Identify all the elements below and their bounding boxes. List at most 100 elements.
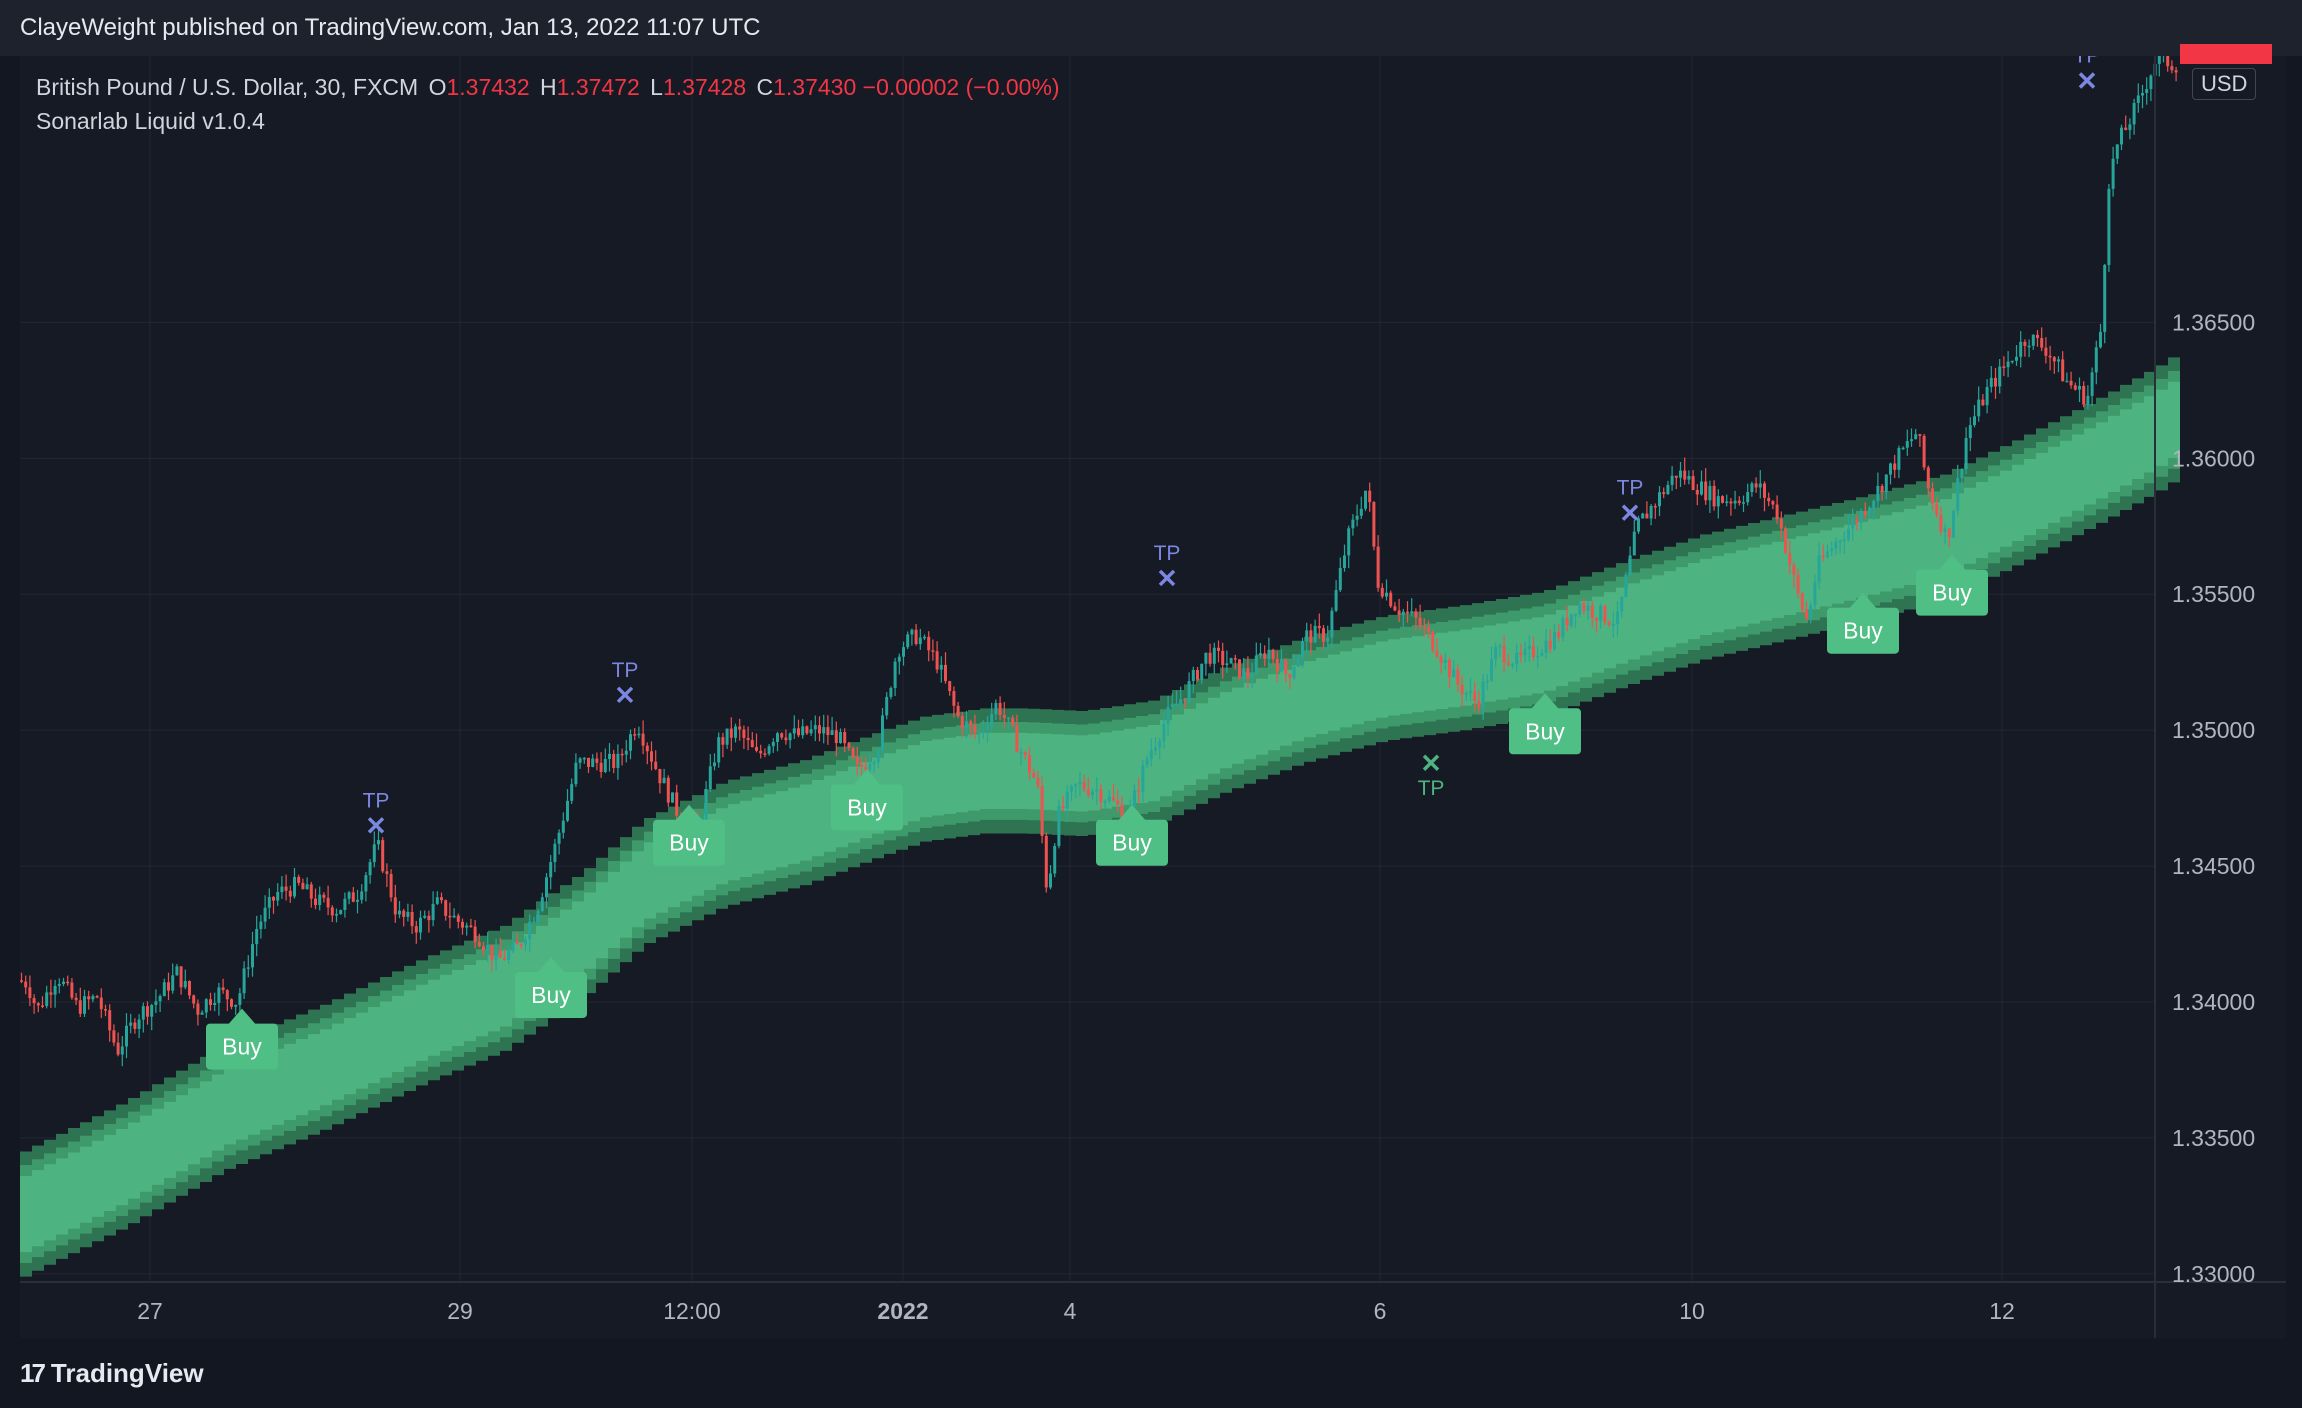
candlestick-chart[interactable]: Buy Buy Buy Buy Buy Buy Buy Buy TP TP TP TP TP TP 1.3…: [20, 56, 2286, 1338]
candle-body: [1767, 497, 1771, 502]
candle-body: [792, 728, 796, 734]
candle-body: [393, 897, 397, 915]
candle-body: [1452, 669, 1456, 678]
candle-body: [1632, 531, 1636, 556]
buy-arrow: [1118, 804, 1146, 821]
tp-cross: [1422, 754, 1440, 772]
candle-body: [864, 766, 868, 770]
candle-body: [456, 915, 460, 922]
indicator-row[interactable]: Sonarlab Liquid v1.0.4: [36, 104, 1060, 138]
candle-body: [973, 725, 977, 734]
candle-body: [1162, 723, 1166, 742]
candle-body: [797, 728, 800, 736]
candle-body: [1750, 483, 1754, 492]
candle-body: [801, 726, 805, 736]
indicator-label[interactable]: Sonarlab Liquid v1.0.4: [36, 108, 265, 134]
candle-body: [2006, 361, 2010, 368]
candle-body: [444, 900, 448, 916]
time-tick-label: 4: [1064, 1298, 1077, 1324]
candle-body: [1952, 510, 1955, 538]
candle-body: [1103, 801, 1107, 803]
candle-body: [1242, 668, 1246, 679]
candle-body: [1313, 625, 1317, 643]
candle-body: [2061, 359, 2065, 382]
candle-body: [2036, 334, 2039, 339]
candle-body: [57, 983, 61, 986]
candle-body: [414, 926, 418, 933]
candle-body: [1217, 647, 1220, 651]
candle-body: [410, 911, 414, 927]
candle-body: [1212, 647, 1216, 664]
candle-body: [1729, 501, 1733, 504]
candle-body: [171, 975, 175, 991]
candle-body: [1557, 631, 1561, 638]
candle-body: [1044, 835, 1048, 888]
symbol-label[interactable]: British Pound / U.S. Dollar, 30, FXCM: [36, 74, 419, 100]
candle-body: [1637, 518, 1640, 532]
candle-body: [519, 944, 523, 946]
candle-body: [994, 702, 998, 714]
candle-body: [1355, 515, 1359, 520]
candle-body: [2132, 102, 2136, 125]
candle-body: [826, 727, 830, 736]
chart-area[interactable]: Buy Buy Buy Buy Buy Buy Buy Buy TP TP TP TP TP TP 1.3…: [20, 56, 2286, 1338]
candle-body: [1401, 611, 1405, 616]
candle-body: [553, 843, 557, 863]
candle-body: [272, 896, 275, 901]
candle-body: [923, 636, 926, 639]
candle-body: [498, 950, 502, 958]
candle-body: [1779, 519, 1783, 529]
buy-label-box: [1827, 607, 1899, 654]
candle-body: [2136, 95, 2140, 103]
price-axis: 1.33000 1.33500 1.34000 1.34500 1.35000 1.355…: [2172, 309, 2255, 1286]
candle-body: [1271, 649, 1275, 660]
currency-badge[interactable]: USD: [2192, 68, 2257, 100]
tp-cross: [1158, 569, 1176, 587]
candle-body: [1422, 625, 1426, 628]
candle-body: [1544, 640, 1548, 653]
candle-body: [1687, 476, 1691, 480]
candle-body: [1737, 500, 1741, 503]
candle-body: [1427, 627, 1430, 632]
candle-body: [725, 728, 729, 745]
candle-body: [1695, 489, 1699, 495]
candle-body: [599, 762, 603, 772]
candle-body: [305, 884, 309, 890]
candle-body: [633, 734, 637, 736]
candle-body: [1019, 752, 1023, 754]
open-value: 1.37432: [446, 74, 530, 100]
buy-label-box: [1509, 708, 1581, 755]
candle-body: [620, 753, 624, 756]
candle-body: [1065, 791, 1069, 809]
candle-body: [95, 996, 99, 998]
candle-body: [486, 944, 490, 951]
candle-body: [2120, 127, 2123, 145]
candle-body: [2115, 144, 2119, 159]
buy-signal-label: Buy: [515, 956, 587, 1018]
tp-label: TP: [1617, 477, 1644, 500]
tp-label: TP: [363, 789, 390, 812]
candle-body: [616, 753, 620, 768]
candle-body: [70, 982, 74, 998]
ohlc-row[interactable]: British Pound / U.S. Dollar, 30, FXCM O1…: [36, 70, 1060, 104]
candle-body: [1670, 475, 1674, 485]
candle-body: [461, 921, 464, 928]
candle-body: [1305, 630, 1309, 642]
candle-body: [1532, 645, 1535, 658]
candle-body: [1393, 606, 1397, 611]
price-tick-label: 1.35500: [2172, 581, 2255, 607]
tp-cross: [2078, 72, 2096, 89]
candle-body: [1616, 611, 1619, 625]
candle-body: [750, 740, 754, 748]
candle-body: [1338, 567, 1342, 591]
candle-body: [574, 762, 578, 785]
candle-body: [1607, 622, 1611, 625]
liquidity-band: [20, 357, 2180, 1277]
candle-body: [666, 777, 670, 803]
tradingview-logo[interactable]: 17 TradingView: [20, 1358, 204, 1389]
candle-body: [1641, 513, 1645, 519]
candle-body: [53, 985, 57, 995]
candles: [20, 56, 2178, 1067]
candle-body: [721, 737, 725, 745]
candle-body: [322, 894, 326, 898]
